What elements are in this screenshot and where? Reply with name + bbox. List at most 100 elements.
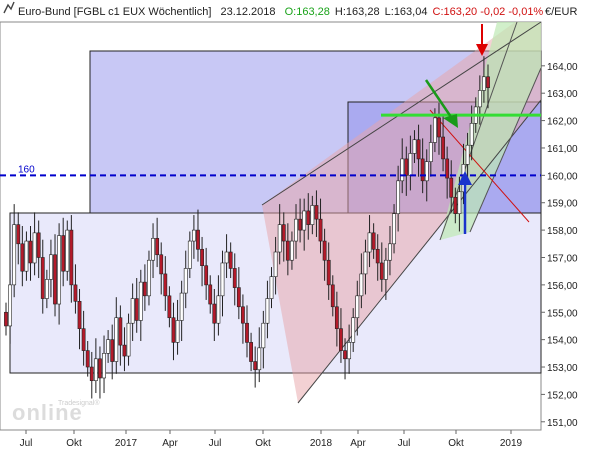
candle-up xyxy=(269,276,274,299)
candle-down xyxy=(134,298,139,321)
candle-down xyxy=(236,287,241,308)
candle-down xyxy=(298,218,303,231)
x-tick-label: Okt xyxy=(255,438,271,449)
y-tick-label: 160,00 xyxy=(547,171,578,182)
candle-down xyxy=(343,350,347,360)
candle-down xyxy=(339,328,343,351)
candle-down xyxy=(404,158,409,176)
candle-up xyxy=(400,158,405,182)
candle-up xyxy=(388,243,392,261)
y-tick-label: 159,00 xyxy=(547,199,578,210)
candle-up xyxy=(355,295,360,319)
y-tick-label: 156,00 xyxy=(547,281,578,292)
candle-down xyxy=(228,251,233,269)
candle-down xyxy=(118,317,123,346)
candle-up xyxy=(482,76,486,91)
arrows-layer xyxy=(424,24,488,234)
candle-down xyxy=(204,265,209,286)
x-tick-label: Okt xyxy=(66,438,82,449)
green-channel-right-line xyxy=(469,67,542,233)
candle-up xyxy=(114,317,119,362)
candle-up xyxy=(457,191,462,214)
candle-up xyxy=(351,317,356,343)
candle-down xyxy=(416,139,421,160)
candle-up xyxy=(183,268,188,294)
candle-down xyxy=(200,248,204,267)
arrow-green-icon xyxy=(443,114,458,128)
candle-up xyxy=(465,144,470,165)
candle-down xyxy=(453,196,458,214)
x-tick-label: Jul xyxy=(209,438,222,449)
level-160-label: 160 xyxy=(18,164,35,175)
candle-up xyxy=(432,117,437,143)
x-tick-label: Jul xyxy=(20,438,33,449)
candle-down xyxy=(486,76,490,89)
candle-up xyxy=(261,322,266,349)
candle-down xyxy=(318,218,323,242)
candle-down xyxy=(241,306,245,324)
candle-down xyxy=(441,136,445,160)
close-change-label: C:163,20 -0,02 -0,01% xyxy=(433,6,544,18)
candle-up xyxy=(130,298,135,324)
open-label: O:163,28 xyxy=(285,6,330,18)
candle-down xyxy=(73,284,78,302)
candle-down xyxy=(306,210,311,225)
candle-down xyxy=(36,232,41,258)
candle-down xyxy=(208,284,213,305)
candle-down xyxy=(196,229,200,250)
candle-up xyxy=(290,240,294,261)
date-label: 23.12.2018 xyxy=(220,6,275,18)
candle-up xyxy=(424,161,429,182)
red-diagonal-line xyxy=(429,109,530,223)
y-tick-label: 164,00 xyxy=(547,62,578,73)
candle-up xyxy=(8,284,12,327)
candle-up xyxy=(102,353,106,379)
x-axis: Jul Okt 2017 Apr Jul Okt 2018 Apr Jul Okt 2019 xyxy=(20,430,523,449)
candle-down xyxy=(159,254,164,275)
candle-up xyxy=(302,210,307,231)
candle-down xyxy=(40,257,45,299)
candle-up xyxy=(57,235,62,305)
x-tick-label: Jul xyxy=(398,438,411,449)
candle-up xyxy=(191,229,196,242)
currency-label: €/EUR xyxy=(545,6,577,18)
candle-up xyxy=(49,254,53,280)
candle-up xyxy=(175,320,180,343)
candle-up xyxy=(151,238,155,261)
candle-down xyxy=(437,117,441,138)
y-tick-label: 158,00 xyxy=(547,226,578,237)
candle-up xyxy=(408,153,413,176)
channel-upper-line xyxy=(261,21,542,206)
candle-up xyxy=(277,224,282,253)
candle-down xyxy=(253,361,258,371)
y-tick-label: 153,00 xyxy=(547,363,578,374)
candle-down xyxy=(314,205,319,220)
candle-down xyxy=(245,322,249,343)
candle-down xyxy=(212,303,217,324)
candle-up xyxy=(147,259,151,297)
candle-down xyxy=(155,238,160,256)
candle-up xyxy=(363,251,368,275)
candle-up xyxy=(224,251,229,264)
svg-text:Euro-Bund [FGBL c1 EUX Wöchen: Euro-Bund [FGBL c1 EUX Wöchentlich] 23.1… xyxy=(18,6,543,18)
y-tick-label: 161,00 xyxy=(547,144,578,155)
candle-up xyxy=(469,123,474,146)
candle-down xyxy=(171,317,176,343)
candle-up xyxy=(216,295,221,324)
candle-down xyxy=(379,262,384,280)
x-tick-label: Apr xyxy=(350,438,366,449)
candle-up xyxy=(12,224,17,286)
candle-down xyxy=(20,243,25,272)
candle-down xyxy=(281,224,286,242)
candle-up xyxy=(126,322,131,357)
candle-up xyxy=(265,298,270,324)
candle-down xyxy=(420,158,425,182)
candle-down xyxy=(285,240,290,261)
x-tick-label: 2018 xyxy=(310,438,333,449)
candle-down xyxy=(167,295,172,319)
y-axis: 151,00 152,00 153,00 154,00 155,00 156,00 157,… xyxy=(541,62,578,429)
candle-down xyxy=(334,306,339,329)
chart-type-icon[interactable] xyxy=(3,1,15,14)
channel-lower-line xyxy=(297,99,542,404)
